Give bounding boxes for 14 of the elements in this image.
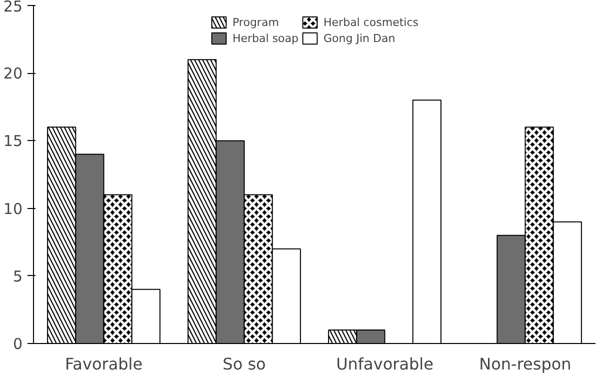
y-tick-label: 15 bbox=[3, 132, 23, 150]
x-tick-label: Unfavorable bbox=[336, 354, 434, 374]
y-tick-label: 0 bbox=[12, 335, 23, 353]
x-tick-label: So so bbox=[222, 354, 266, 374]
legend-label: Herbal soap bbox=[232, 31, 299, 45]
x-tick-label: Favorable bbox=[64, 354, 143, 374]
y-tick-label: 20 bbox=[3, 64, 23, 83]
legend-label: Program bbox=[232, 15, 279, 29]
y-tick-label: 10 bbox=[3, 200, 23, 218]
x-tick-label: Non-respon bbox=[479, 354, 572, 374]
y-tick-label: 5 bbox=[12, 267, 23, 286]
legend-label: Herbal cosmetics bbox=[324, 15, 419, 29]
legend-label: Gong Jin Dan bbox=[324, 31, 396, 45]
y-tick-label: 25 bbox=[3, 0, 23, 16]
